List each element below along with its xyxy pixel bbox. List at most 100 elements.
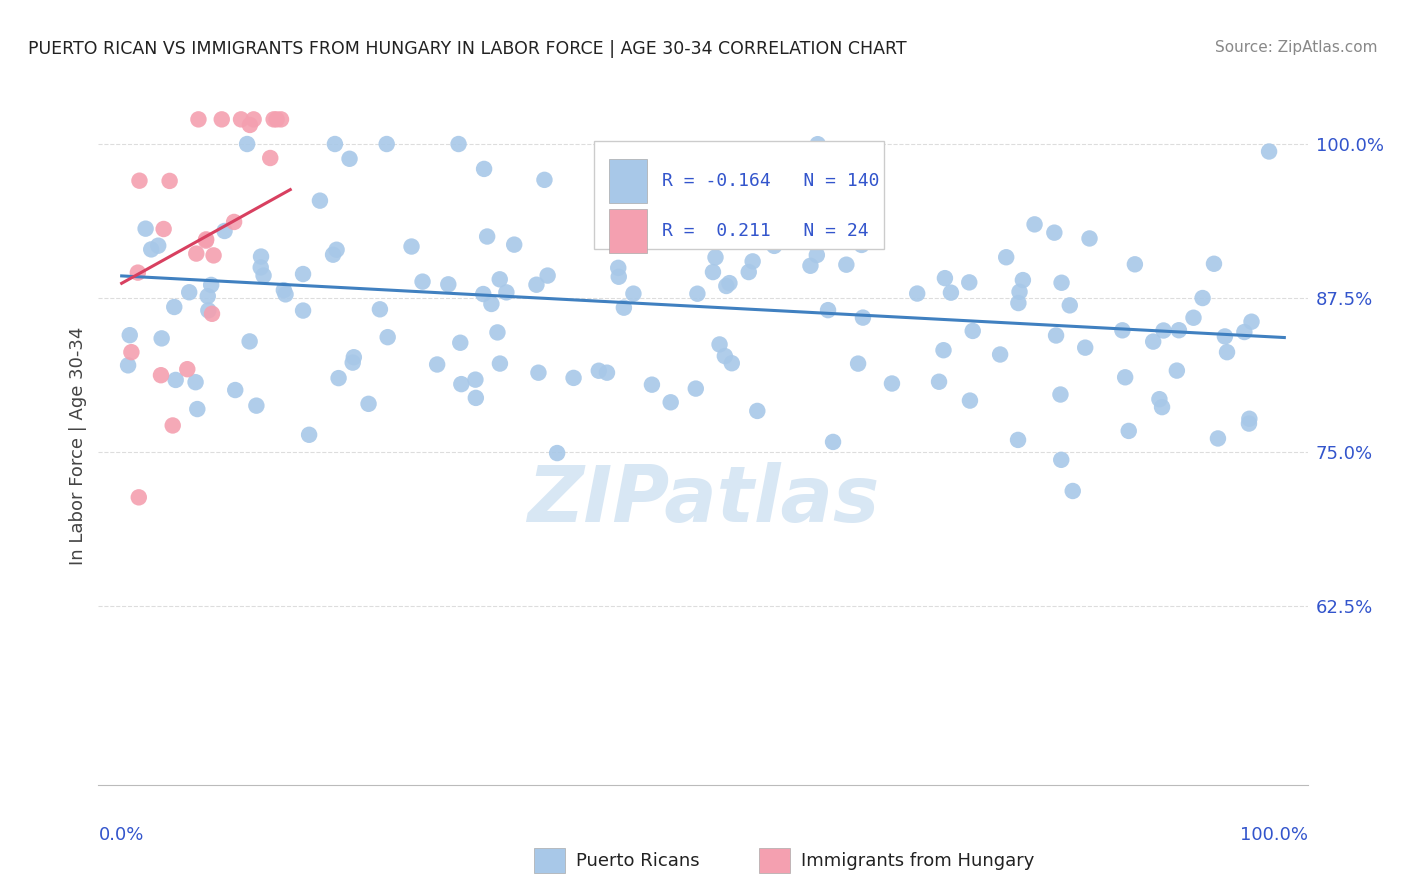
Point <box>200 277 222 292</box>
Point <box>224 383 246 397</box>
Point <box>328 371 350 385</box>
Point <box>852 310 875 325</box>
Point <box>1142 334 1164 349</box>
Point <box>686 286 709 301</box>
Point <box>464 391 486 405</box>
Point <box>1149 392 1171 407</box>
Point <box>202 248 225 262</box>
Point <box>533 173 555 187</box>
Point <box>1049 387 1071 401</box>
Text: Source: ZipAtlas.com: Source: ZipAtlas.com <box>1215 40 1378 55</box>
Point <box>450 377 472 392</box>
Point <box>249 260 271 275</box>
Point <box>1233 325 1256 339</box>
Point <box>704 251 727 265</box>
Point <box>1123 257 1146 271</box>
Point <box>1007 433 1029 447</box>
Point <box>1202 257 1225 271</box>
Point <box>242 112 264 127</box>
Point <box>309 194 332 208</box>
Point <box>475 229 498 244</box>
Point <box>596 366 619 380</box>
Point <box>1078 231 1101 245</box>
Point <box>810 235 832 249</box>
Point <box>880 376 903 391</box>
Text: R =  0.211   N = 24: R = 0.211 N = 24 <box>662 222 869 240</box>
Point <box>503 237 526 252</box>
Point <box>1239 411 1261 425</box>
Point <box>799 259 821 273</box>
Point <box>266 112 288 127</box>
Point <box>806 248 828 262</box>
Point <box>934 271 956 285</box>
Point <box>607 269 630 284</box>
Point <box>1213 329 1236 343</box>
Point <box>211 112 233 127</box>
Point <box>495 285 517 300</box>
Point <box>197 303 219 318</box>
Point <box>1206 432 1229 446</box>
Point <box>995 250 1018 264</box>
Point <box>464 373 486 387</box>
Point <box>738 265 761 279</box>
Point <box>449 335 471 350</box>
Point <box>401 239 423 253</box>
Point <box>1050 452 1073 467</box>
Point <box>128 174 150 188</box>
Point <box>1007 296 1029 310</box>
Point <box>152 222 174 236</box>
Point <box>588 364 610 378</box>
Bar <box>609 159 647 203</box>
Point <box>718 276 741 290</box>
Text: Immigrants from Hungary: Immigrants from Hungary <box>801 852 1035 870</box>
Point <box>1059 298 1081 312</box>
Point <box>962 324 984 338</box>
Point <box>339 152 361 166</box>
Point <box>716 279 738 293</box>
Point <box>763 239 786 253</box>
Point <box>1050 276 1073 290</box>
Point <box>135 221 157 235</box>
Point <box>1114 370 1136 384</box>
Point <box>623 286 645 301</box>
Point <box>375 136 398 151</box>
Point <box>149 368 172 383</box>
Point <box>817 303 839 318</box>
Point <box>447 136 470 151</box>
Point <box>236 136 259 151</box>
Point <box>741 254 763 268</box>
Point <box>1008 285 1031 299</box>
Point <box>222 215 245 229</box>
Point <box>176 362 198 376</box>
Point <box>939 285 962 300</box>
Point <box>274 287 297 301</box>
Point <box>120 345 142 359</box>
Point <box>1012 273 1035 287</box>
Point <box>659 395 682 409</box>
Point <box>1062 483 1084 498</box>
Text: Puerto Ricans: Puerto Ricans <box>576 852 700 870</box>
Point <box>298 427 321 442</box>
Point <box>201 307 224 321</box>
Point <box>1216 345 1239 359</box>
Point <box>1258 145 1281 159</box>
Point <box>270 112 292 127</box>
Text: 0.0%: 0.0% <box>98 826 143 844</box>
Point <box>368 302 391 317</box>
Point <box>239 118 262 132</box>
Point <box>1150 400 1173 414</box>
Point <box>1153 324 1175 338</box>
Point <box>607 260 630 275</box>
Point <box>1118 424 1140 438</box>
Point <box>1074 341 1097 355</box>
Point <box>807 137 830 152</box>
Point <box>851 238 873 252</box>
Point <box>846 357 869 371</box>
Point <box>141 243 163 257</box>
Point <box>481 297 503 311</box>
Point <box>1182 310 1205 325</box>
Point <box>1111 323 1133 337</box>
Bar <box>609 209 647 253</box>
Point <box>641 377 664 392</box>
Point <box>322 248 344 262</box>
